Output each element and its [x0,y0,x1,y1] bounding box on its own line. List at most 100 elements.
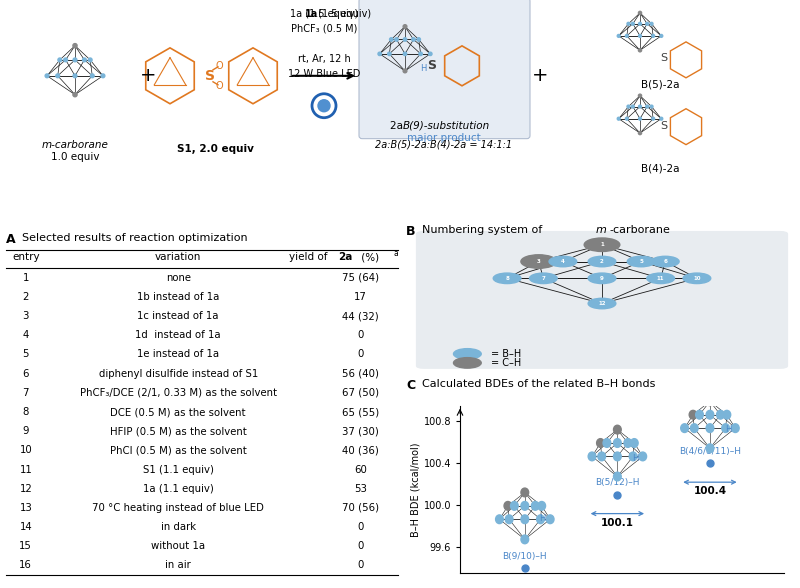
Text: -carborane: -carborane [610,225,670,235]
Circle shape [646,105,649,108]
Circle shape [510,502,518,510]
Text: HFIP (0.5 M) as the solvent: HFIP (0.5 M) as the solvent [110,426,246,436]
Text: H: H [540,514,546,523]
Text: without 1a: without 1a [151,542,206,552]
Circle shape [639,452,646,461]
Circle shape [626,35,628,38]
Text: 5: 5 [639,259,643,264]
Circle shape [650,22,653,25]
Text: 1a (1.1 equiv): 1a (1.1 equiv) [143,484,214,494]
Circle shape [90,74,94,78]
Circle shape [64,58,67,62]
Circle shape [690,424,698,433]
Circle shape [403,69,407,73]
Text: 70 °C heating instead of blue LED: 70 °C heating instead of blue LED [92,503,264,513]
Circle shape [521,535,529,544]
Text: 100.4: 100.4 [694,486,726,496]
Point [703,459,716,468]
Circle shape [603,439,610,447]
Text: 53: 53 [354,484,367,494]
Text: = C–H: = C–H [491,358,522,368]
Text: 67 (50): 67 (50) [342,388,379,398]
Circle shape [531,502,539,510]
Text: S1, 2.0 equiv: S1, 2.0 equiv [177,143,254,153]
Circle shape [696,410,703,419]
Text: 13: 13 [19,503,32,513]
Circle shape [638,11,642,15]
Circle shape [521,255,557,268]
Circle shape [681,424,689,433]
Circle shape [390,38,393,41]
Text: 2: 2 [600,259,604,264]
Text: 44 (32): 44 (32) [342,311,378,321]
Text: Selected results of reaction optimization: Selected results of reaction optimizatio… [22,233,247,243]
Text: 0: 0 [358,542,363,552]
Circle shape [403,25,407,28]
Text: B(5)-2a: B(5)-2a [641,80,679,90]
Text: B(9/10)–H: B(9/10)–H [502,552,547,561]
Circle shape [646,22,649,25]
Circle shape [73,58,77,62]
Circle shape [429,52,432,56]
Circle shape [638,117,642,120]
Circle shape [646,273,674,283]
Text: +: + [532,66,548,85]
Text: 12: 12 [598,301,606,306]
Circle shape [101,74,105,78]
Circle shape [614,452,622,461]
Text: 8: 8 [22,407,29,417]
Text: 40 (36): 40 (36) [342,445,379,455]
Text: 2a: 2a [338,252,353,262]
Circle shape [546,515,554,523]
Text: 10: 10 [693,276,701,281]
Text: H: H [420,64,426,74]
Circle shape [73,92,77,97]
FancyBboxPatch shape [359,0,530,139]
Text: 5: 5 [22,349,29,359]
Text: 11: 11 [19,465,32,475]
Text: Calculated BDEs of the related B–H bonds: Calculated BDEs of the related B–H bonds [422,379,655,389]
Text: 1.0 equiv: 1.0 equiv [50,152,99,162]
Circle shape [495,515,503,523]
Text: 0: 0 [358,349,363,359]
Circle shape [58,58,62,62]
Text: yield of: yield of [289,252,331,262]
Text: 0: 0 [358,330,363,340]
Circle shape [417,38,421,41]
Circle shape [598,452,606,461]
Circle shape [638,49,642,52]
Text: 0: 0 [358,560,363,570]
Text: a: a [394,249,398,258]
Circle shape [494,273,521,283]
Text: 15: 15 [19,542,32,552]
Circle shape [614,472,622,481]
Circle shape [614,439,622,447]
Text: 60: 60 [354,465,367,475]
Circle shape [82,58,86,62]
Circle shape [627,22,630,25]
Text: 17: 17 [354,292,367,302]
Circle shape [627,105,630,108]
Circle shape [638,22,642,25]
Text: in air: in air [166,560,191,570]
Text: major product: major product [407,133,481,143]
Text: C: C [406,379,415,392]
Circle shape [412,38,415,41]
Text: PhCl (0.5 M) as the solvent: PhCl (0.5 M) as the solvent [110,445,246,455]
Circle shape [588,256,616,267]
Text: S1 (1.1 equiv): S1 (1.1 equiv) [142,465,214,475]
Circle shape [618,35,620,38]
Circle shape [419,52,422,56]
Circle shape [706,444,714,453]
Text: H: H [725,425,731,435]
Circle shape [660,117,662,120]
Circle shape [626,117,628,120]
Circle shape [638,132,642,135]
Circle shape [660,35,662,38]
Circle shape [403,52,406,56]
Circle shape [530,273,558,283]
Text: (%): (%) [358,252,379,262]
Circle shape [378,52,382,56]
Text: 12 W Blue LED: 12 W Blue LED [288,69,360,79]
Text: m: m [596,225,607,235]
